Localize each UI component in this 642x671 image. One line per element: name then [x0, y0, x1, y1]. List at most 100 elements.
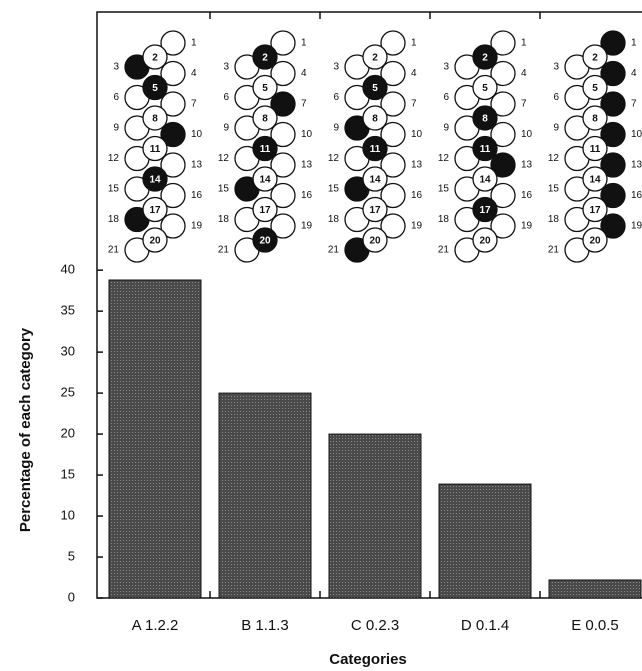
residue-number: 8 — [372, 114, 378, 125]
residue-number: 14 — [589, 175, 601, 186]
residue-number: 10 — [411, 129, 423, 140]
residue-number: 7 — [411, 99, 417, 110]
residue-number: 2 — [592, 53, 598, 64]
bar — [439, 484, 531, 598]
residue-number: 20 — [589, 236, 601, 247]
y-tick-label: 0 — [68, 589, 75, 604]
y-tick-label: 5 — [68, 548, 75, 563]
residue-number: 19 — [631, 221, 642, 232]
residue-number: 7 — [301, 99, 307, 110]
residue-number: 18 — [438, 214, 450, 225]
y-tick-label: 30 — [61, 344, 75, 359]
residue-number: 21 — [218, 245, 230, 256]
residue-number: 8 — [592, 114, 598, 125]
residue-number: 4 — [301, 68, 307, 79]
residue-number: 13 — [631, 160, 642, 171]
residue-number: 9 — [443, 123, 449, 134]
residue-number: 5 — [592, 83, 598, 94]
residue-number: 1 — [191, 38, 197, 49]
residue-number: 12 — [438, 153, 450, 164]
residue-number: 18 — [548, 214, 560, 225]
residue-number: 17 — [589, 205, 601, 216]
residue-number: 10 — [631, 129, 642, 140]
residue-number: 4 — [631, 68, 637, 79]
residue-number: 6 — [333, 92, 339, 103]
residue-number: 14 — [259, 175, 271, 186]
residue-number: 16 — [301, 190, 313, 201]
residue-number: 15 — [438, 184, 450, 195]
residue-number: 14 — [149, 175, 161, 186]
residue-number: 14 — [369, 175, 381, 186]
residue-number: 19 — [411, 221, 423, 232]
residue-number: 8 — [262, 114, 268, 125]
bar — [219, 393, 311, 598]
residue-number: 18 — [328, 214, 340, 225]
residue-number: 7 — [631, 99, 637, 110]
residue-number: 4 — [411, 68, 417, 79]
residue-number: 20 — [149, 236, 161, 247]
residue-number: 4 — [521, 68, 527, 79]
residue-number: 13 — [301, 160, 313, 171]
residue-number: 9 — [223, 123, 229, 134]
residue-number: 12 — [108, 153, 120, 164]
residue-number: 19 — [301, 221, 313, 232]
residue-number: 5 — [482, 83, 488, 94]
residue-number: 2 — [262, 53, 268, 64]
residue-number: 11 — [260, 144, 271, 155]
y-tick-label: 10 — [61, 507, 75, 522]
residue-number: 3 — [333, 62, 339, 73]
residue-number: 10 — [521, 129, 533, 140]
residue-number: 10 — [301, 129, 313, 140]
residue-number: 9 — [553, 123, 559, 134]
residue-number: 17 — [479, 205, 491, 216]
residue-number: 15 — [108, 184, 120, 195]
residue-number: 20 — [479, 236, 491, 247]
bar — [549, 580, 641, 598]
x-tick-label: C 0.2.3 — [351, 617, 399, 634]
residue-number: 9 — [333, 123, 339, 134]
residue-number: 11 — [590, 144, 601, 155]
residue-number: 8 — [152, 114, 158, 125]
residue-number: 21 — [548, 245, 560, 256]
residue-number: 18 — [218, 214, 230, 225]
residue-number: 11 — [370, 144, 381, 155]
residue-number: 17 — [259, 205, 271, 216]
residue-number: 20 — [259, 236, 271, 247]
residue-number: 18 — [108, 214, 120, 225]
residue-number: 11 — [150, 144, 161, 155]
y-axis-label: Percentage of each category — [17, 327, 34, 532]
residue-number: 7 — [521, 99, 527, 110]
residue-number: 15 — [548, 184, 560, 195]
residue-number: 6 — [443, 92, 449, 103]
residue-number: 21 — [328, 245, 340, 256]
residue-number: 7 — [191, 99, 197, 110]
residue-number: 12 — [548, 153, 560, 164]
residue-number: 21 — [438, 245, 450, 256]
residue-number: 17 — [369, 205, 381, 216]
residue-number: 5 — [372, 83, 378, 94]
residue-number: 13 — [521, 160, 533, 171]
residue-number: 6 — [113, 92, 119, 103]
residue-number: 17 — [149, 205, 161, 216]
residue-number: 19 — [521, 221, 533, 232]
residue-number: 11 — [480, 144, 491, 155]
residue-number: 4 — [191, 68, 197, 79]
residue-number: 16 — [631, 190, 642, 201]
bar — [329, 434, 421, 598]
residue-number: 1 — [521, 38, 527, 49]
residue-number: 13 — [411, 160, 423, 171]
y-tick-label: 35 — [61, 303, 75, 318]
chart: Categories Percentage of each category 0… — [0, 0, 642, 671]
residue-number: 5 — [152, 83, 158, 94]
y-tick-label: 40 — [61, 262, 75, 277]
residue-number: 5 — [262, 83, 268, 94]
residue-number: 8 — [482, 114, 488, 125]
residue-number: 1 — [411, 38, 417, 49]
residue-number: 6 — [553, 92, 559, 103]
residue-number: 16 — [411, 190, 423, 201]
residue-number: 16 — [191, 190, 203, 201]
x-tick-label: D 0.1.4 — [461, 617, 509, 634]
y-tick-label: 20 — [61, 426, 75, 441]
residue-number: 2 — [372, 53, 378, 64]
residue-number: 6 — [223, 92, 229, 103]
